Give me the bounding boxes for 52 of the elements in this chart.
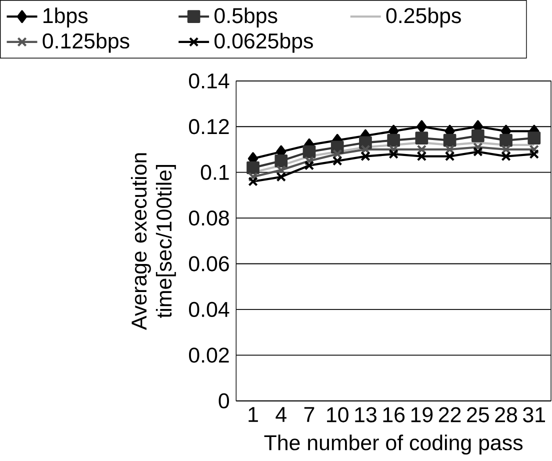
y-axis-title: Average execution time[sec/100tile] [130,153,176,330]
point [473,147,483,157]
y-tick-label: 0.02 [188,348,229,363]
point [304,156,314,166]
x-tick-label: 31 [523,407,545,423]
legend-label: 0.0625bps [214,33,313,54]
y-tick-label: 0.1 [200,165,229,180]
x-tick-label: 13 [355,407,376,423]
point [302,146,316,158]
x-tick-label: 7 [304,407,314,422]
legend-label: 0.125bps [42,33,130,54]
point [443,134,456,148]
point [246,162,260,174]
point [500,134,512,148]
point [387,134,400,148]
point [248,176,258,187]
x-tick-label: 28 [495,407,517,423]
point [416,152,427,162]
point [471,130,484,142]
point [304,160,314,171]
point [529,144,539,155]
point [388,149,398,160]
y-tick-label: 0.06 [188,256,229,272]
y-tick-label: 0.14 [188,74,230,89]
point [388,144,398,155]
legend-label: 0.5bps [214,8,278,28]
point [276,172,286,182]
x-axis-title: The number of coding pass [264,434,523,455]
y-tick-label: 0.08 [188,210,229,226]
point [274,154,288,168]
point [529,149,539,160]
y-tick-label: 0 [218,394,230,409]
x-tick-label: 1 [248,407,258,422]
point [360,152,370,162]
x-tick-label: 4 [276,407,286,422]
x-tick-label: 19 [411,407,433,423]
point [528,132,541,145]
y-tick-label: 0.12 [188,119,229,134]
legend-label: 1bps [44,8,88,28]
x-tick-label: 10 [327,407,348,423]
point [444,152,455,162]
x-tick-label: 25 [467,407,489,423]
point [473,142,483,152]
x-tick-label: 16 [383,407,405,423]
legend-label: 0.25bps [386,8,461,28]
point [415,132,428,145]
x-tick-label: 22 [438,407,461,422]
point [332,156,342,166]
point [248,172,258,182]
y-tick-label: 0.04 [188,302,230,318]
point [501,152,511,162]
point [416,120,427,134]
